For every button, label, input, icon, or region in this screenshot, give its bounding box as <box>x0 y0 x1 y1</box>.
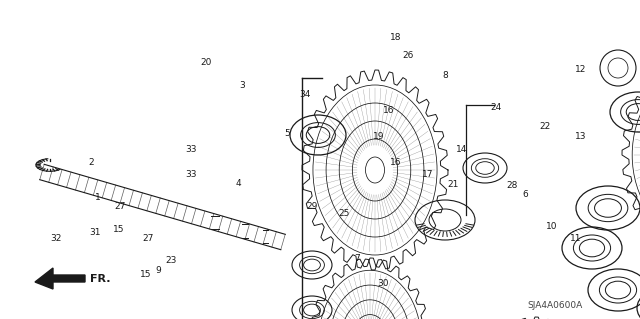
Text: 30: 30 <box>377 279 388 288</box>
Text: SJA4A0600A: SJA4A0600A <box>527 300 582 309</box>
Text: 16: 16 <box>390 158 401 167</box>
Text: 19: 19 <box>373 132 385 141</box>
Text: 4: 4 <box>236 179 241 188</box>
Text: 13: 13 <box>575 132 587 141</box>
Text: 11: 11 <box>570 234 582 243</box>
Text: 34: 34 <box>299 90 310 99</box>
Text: 29: 29 <box>307 202 318 211</box>
Text: 5: 5 <box>284 129 289 138</box>
Text: 25: 25 <box>339 209 350 218</box>
Text: 28: 28 <box>506 181 518 190</box>
Text: 1: 1 <box>95 193 100 202</box>
Text: FR.: FR. <box>90 274 111 284</box>
Text: 31: 31 <box>89 228 100 237</box>
Text: 12: 12 <box>575 65 587 74</box>
Text: 9: 9 <box>156 266 161 275</box>
Text: 3: 3 <box>239 81 244 90</box>
Text: 6: 6 <box>522 190 527 199</box>
Text: 24: 24 <box>490 103 502 112</box>
Text: 21: 21 <box>447 180 459 189</box>
Polygon shape <box>35 268 85 289</box>
Text: 27: 27 <box>115 202 126 211</box>
Text: 26: 26 <box>403 51 414 60</box>
Text: 33: 33 <box>185 145 196 154</box>
Text: 15: 15 <box>113 225 124 234</box>
Text: 7: 7 <box>355 254 360 263</box>
Text: 15: 15 <box>140 271 152 279</box>
Text: 17: 17 <box>422 170 433 179</box>
Text: 10: 10 <box>546 222 557 231</box>
Text: 20: 20 <box>200 58 212 67</box>
Text: 33: 33 <box>185 170 196 179</box>
Text: 23: 23 <box>166 256 177 265</box>
Text: 8: 8 <box>442 71 447 80</box>
Text: 14: 14 <box>456 145 468 154</box>
Text: 32: 32 <box>51 234 62 243</box>
Text: 22: 22 <box>540 122 551 131</box>
Text: 2: 2 <box>89 158 94 167</box>
Text: 27: 27 <box>143 234 154 243</box>
Text: 18: 18 <box>390 33 401 42</box>
Text: 16: 16 <box>383 106 395 115</box>
